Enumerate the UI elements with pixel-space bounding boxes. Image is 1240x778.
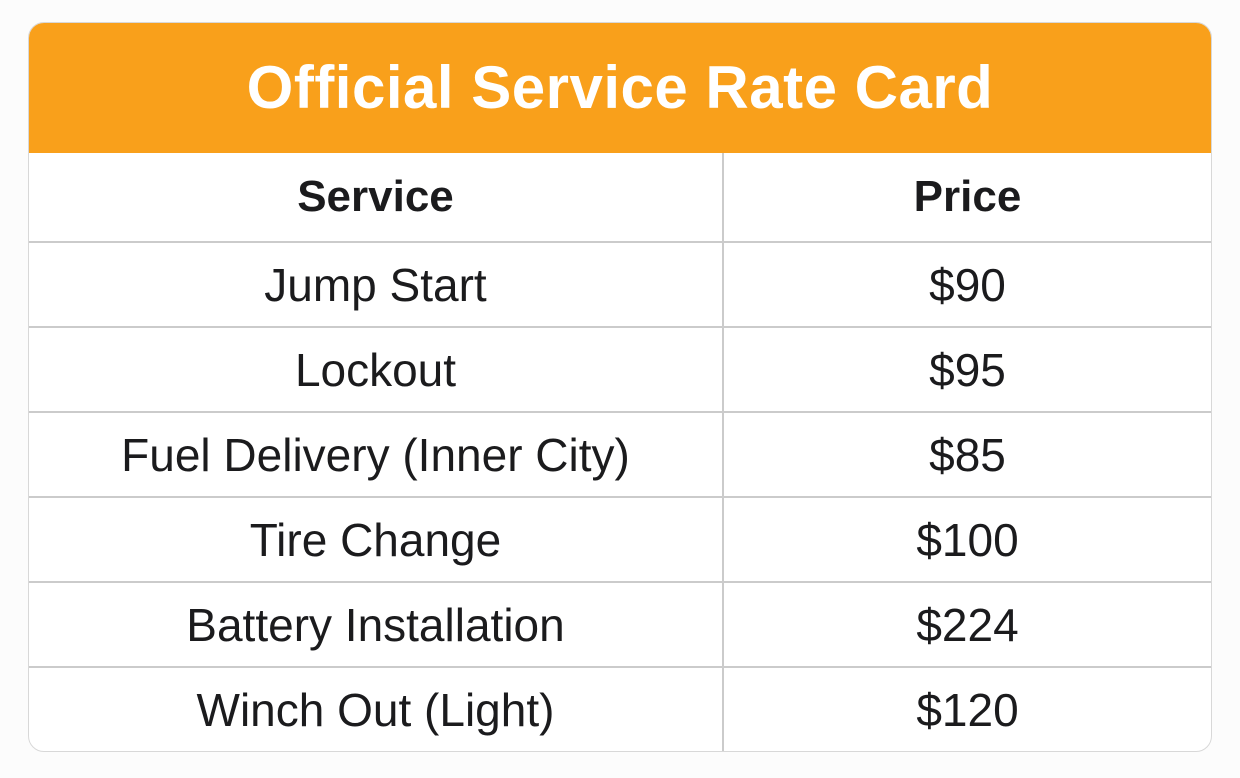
price-cell: $90 bbox=[929, 258, 1006, 311]
price-cell: $85 bbox=[929, 428, 1006, 481]
rate-card: Official Service Rate Card Service Price… bbox=[28, 22, 1212, 752]
table-row: Tire Change $100 bbox=[29, 496, 1211, 581]
table-row: Battery Installation $224 bbox=[29, 581, 1211, 666]
table-row: Jump Start $90 bbox=[29, 241, 1211, 326]
rate-table: Service Price Jump Start $90 Lockout $95… bbox=[29, 153, 1211, 751]
service-cell: Jump Start bbox=[29, 243, 724, 326]
card-header-banner: Official Service Rate Card bbox=[29, 23, 1211, 153]
service-cell: Battery Installation bbox=[29, 583, 724, 666]
service-cell: Fuel Delivery (Inner City) bbox=[29, 413, 724, 496]
table-row: Lockout $95 bbox=[29, 326, 1211, 411]
price-cell: $120 bbox=[916, 683, 1019, 736]
service-cell: Lockout bbox=[29, 328, 724, 411]
price-cell: $95 bbox=[929, 343, 1006, 396]
service-cell: Tire Change bbox=[29, 498, 724, 581]
card-title: Official Service Rate Card bbox=[246, 54, 994, 121]
price-cell: $100 bbox=[916, 513, 1019, 566]
table-row: Fuel Delivery (Inner City) $85 bbox=[29, 411, 1211, 496]
price-cell: $224 bbox=[916, 598, 1019, 651]
column-header-service: Service bbox=[29, 153, 724, 241]
service-cell: Winch Out (Light) bbox=[29, 668, 724, 751]
table-header-row: Service Price bbox=[29, 153, 1211, 241]
column-header-price: Price bbox=[913, 172, 1022, 221]
table-row: Winch Out (Light) $120 bbox=[29, 666, 1211, 751]
